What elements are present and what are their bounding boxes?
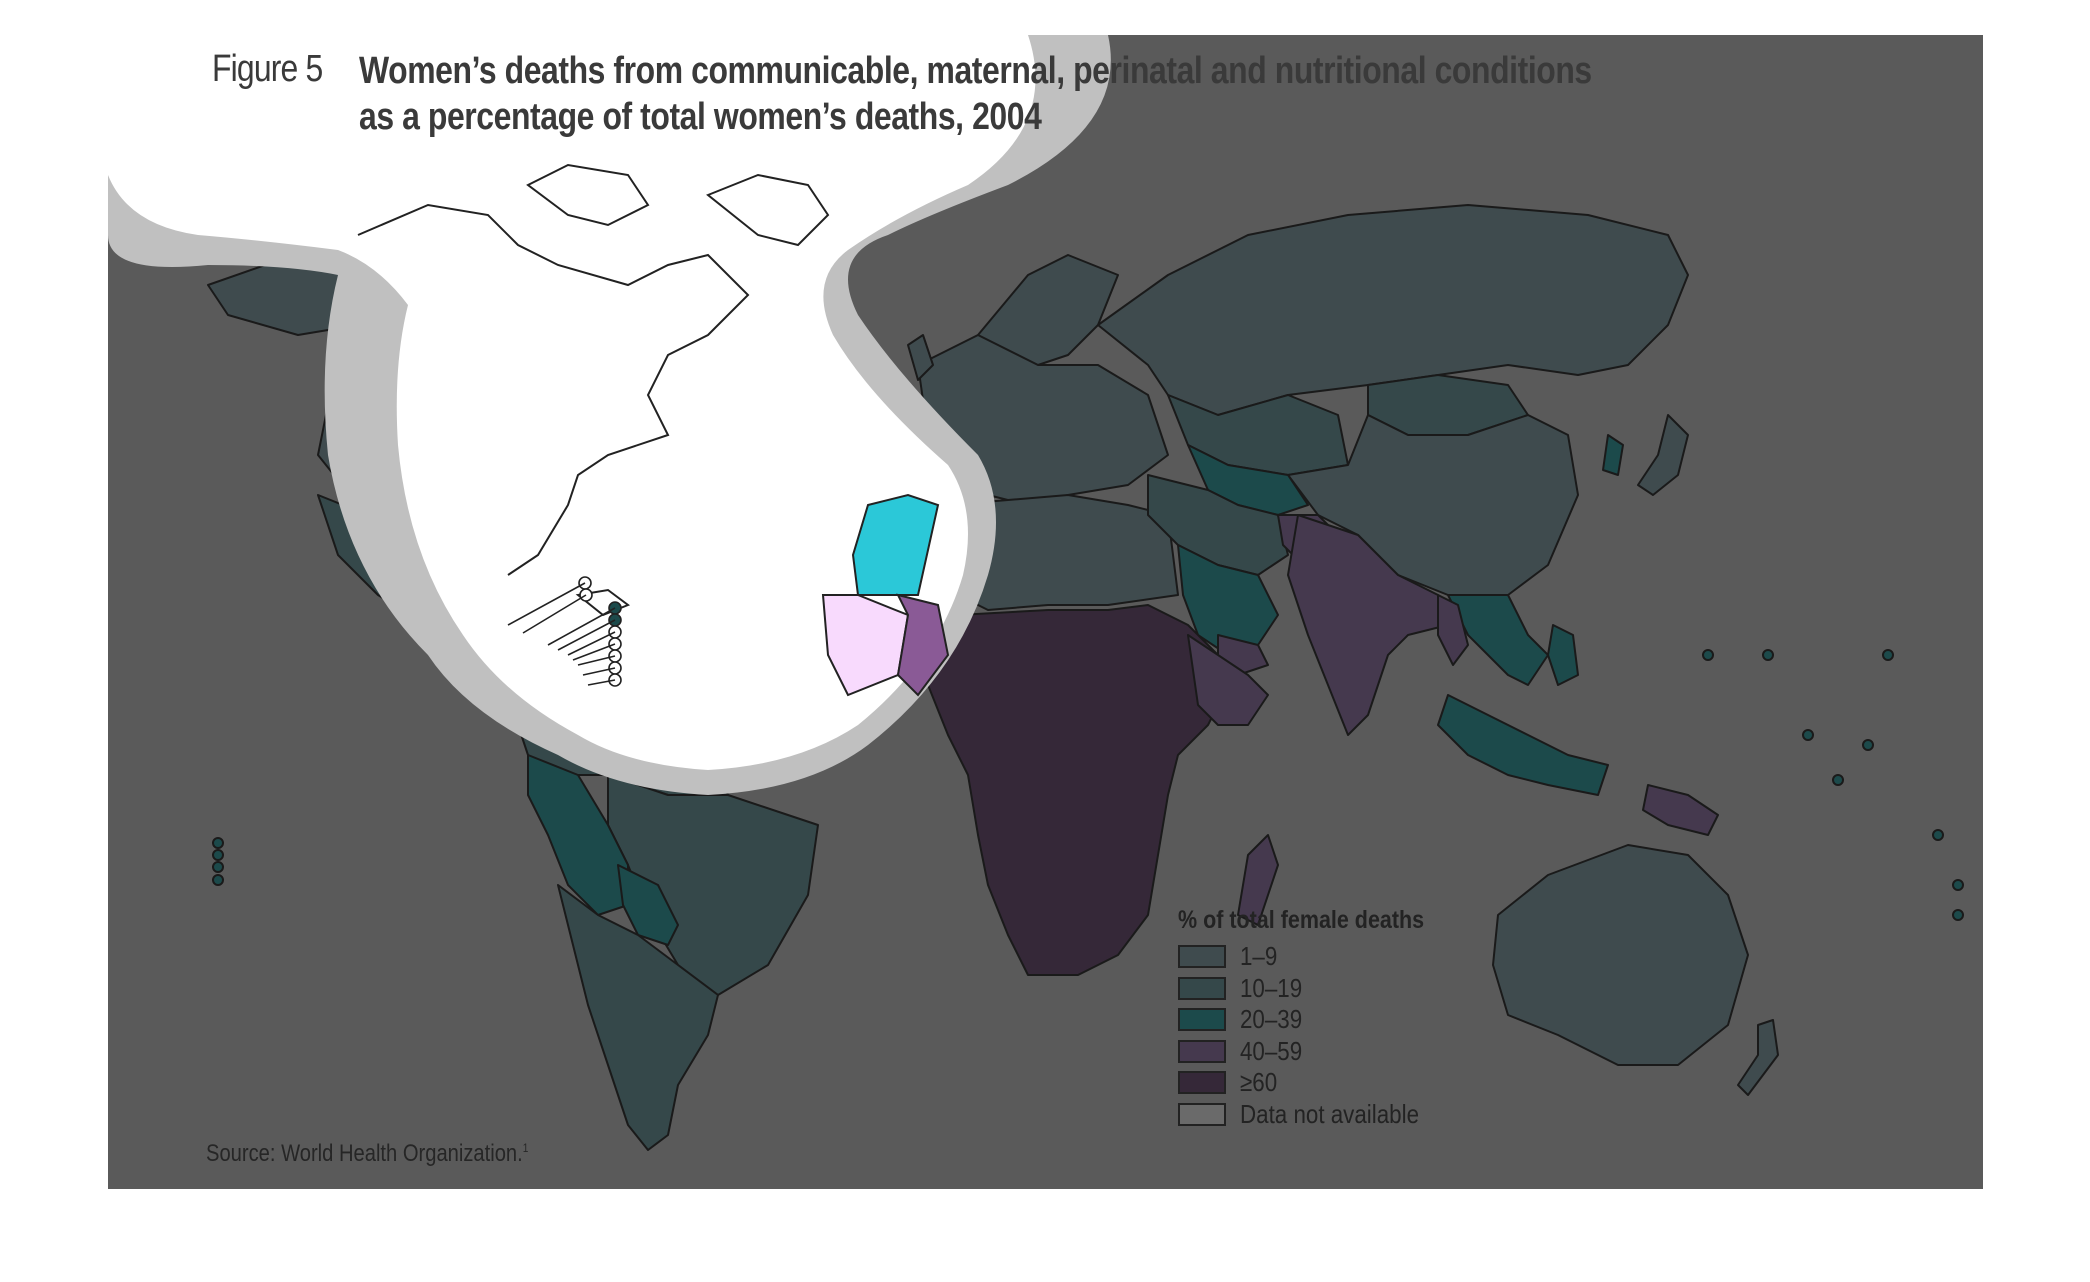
new-zealand-region (1737, 1019, 1779, 1096)
legend-swatch (1178, 945, 1226, 969)
southeast-asia-region (1447, 594, 1549, 686)
north-america-outline (357, 163, 830, 617)
nw-africa-cyan (851, 493, 940, 596)
legend-item-20-39: 20–39 (1178, 1004, 1464, 1036)
madagascar-region (1237, 834, 1279, 926)
japan-region (1637, 414, 1689, 496)
figure-title-line-1: Women’s deaths from communicable, matern… (359, 50, 1592, 92)
source-reference: 1 (522, 1141, 529, 1155)
source-text: Source: World Health Organization. (206, 1140, 523, 1167)
philippines-region (1547, 624, 1579, 686)
legend-swatch (1178, 976, 1226, 1000)
legend-label: 20–39 (1240, 1004, 1303, 1035)
nw-africa-magenta (896, 593, 950, 697)
bolivia-region (617, 864, 679, 946)
legend-item-60-plus: ≥60 (1178, 1067, 1464, 1099)
figure-title-line-2: as a percentage of total women’s deaths,… (359, 96, 1042, 138)
australia-region (1492, 844, 1749, 1066)
korea-region (1602, 434, 1624, 476)
legend-swatch (1178, 1102, 1226, 1126)
north-africa-region (947, 494, 1179, 611)
legend-swatch (1178, 1008, 1226, 1032)
turkey-iran-region (1147, 474, 1289, 576)
source-note: Source: World Health Organization.1 (206, 1140, 528, 1168)
legend-label: ≥60 (1240, 1067, 1278, 1098)
map-legend: % of total female deaths 1–9 10–19 20–39… (1178, 906, 1464, 1130)
legend-label: 1–9 (1240, 941, 1278, 972)
legend-item-10-19: 10–19 (1178, 973, 1464, 1005)
papua-region (1642, 784, 1719, 836)
legend-swatch (1178, 1039, 1226, 1063)
figure-title: Women’s deaths from communicable, matern… (359, 48, 1669, 140)
myanmar-region (1437, 594, 1469, 666)
legend-item-no-data: Data not available (1178, 1099, 1464, 1131)
legend-title: % of total female deaths (1178, 906, 1425, 934)
indonesia-region (1437, 694, 1609, 796)
legend-label: Data not available (1240, 1098, 1420, 1129)
figure-label: Figure 5 (212, 48, 323, 90)
legend-label: 10–19 (1240, 972, 1303, 1003)
legend-label: 40–59 (1240, 1035, 1303, 1066)
legend-item-40-59: 40–59 (1178, 1036, 1464, 1068)
peru-region (527, 754, 629, 916)
world-map (108, 35, 1964, 1151)
map-figure: Figure 5 Women’s deaths from communicabl… (108, 35, 1983, 1189)
sub-saharan-africa-region (927, 604, 1229, 976)
highlight-overlay (108, 35, 1111, 795)
horn-of-africa-region (1187, 634, 1269, 726)
legend-swatch (1178, 1071, 1226, 1095)
caribbean-callouts (507, 576, 622, 687)
legend-item-1-9: 1–9 (1178, 941, 1464, 973)
argentina-chile-region (557, 884, 719, 1151)
uk-region (907, 334, 934, 381)
south-asia-region (1287, 514, 1449, 736)
highlight-white (108, 35, 1036, 770)
